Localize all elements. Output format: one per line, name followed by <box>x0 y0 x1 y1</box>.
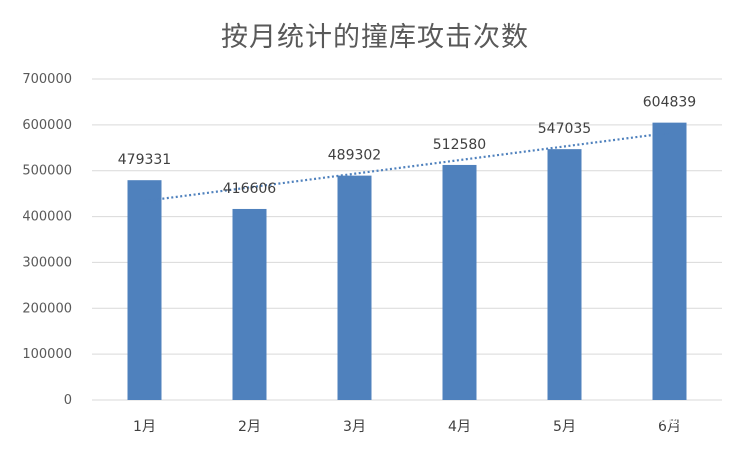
x-axis-ticks: 1月 2月 3月 4月 5月 6月 <box>133 419 681 435</box>
bar <box>652 122 687 400</box>
y-tick-label: 200000 <box>22 301 72 316</box>
bar <box>547 149 582 400</box>
trendline <box>144 131 670 203</box>
data-label: 547035 <box>538 121 591 137</box>
chart-title: 按月统计的撞库攻击次数 <box>221 22 529 53</box>
x-tick-label: 3月 <box>343 419 366 435</box>
bar <box>337 175 372 400</box>
bars <box>127 122 687 400</box>
gridlines <box>92 78 722 401</box>
y-axis-ticks: 0 100000 200000 300000 400000 500000 600000 700… <box>22 72 72 408</box>
data-label: 489302 <box>328 148 381 164</box>
y-tick-label: 0 <box>64 393 72 408</box>
y-tick-label: 300000 <box>22 255 72 270</box>
data-labels: 479331 416606 489302 512580 547035 604839 <box>118 95 696 197</box>
x-tick-label: 5月 <box>553 419 576 435</box>
trendline-layer <box>144 131 670 203</box>
watermark-text: 威胁猎人 <box>655 411 711 427</box>
bar <box>232 208 267 400</box>
y-tick-label: 700000 <box>22 72 72 87</box>
data-label: 479331 <box>118 152 171 168</box>
watermark: 威胁猎人 <box>630 408 711 432</box>
y-tick-label: 400000 <box>22 210 72 225</box>
bar <box>442 164 477 400</box>
x-tick-label: 2月 <box>238 419 261 435</box>
y-tick-label: 600000 <box>22 118 72 133</box>
bar <box>127 180 162 400</box>
x-tick-label: 4月 <box>448 419 471 435</box>
data-label: 416606 <box>223 181 277 197</box>
y-tick-label: 500000 <box>22 164 72 179</box>
data-label: 512580 <box>433 137 486 153</box>
wechat-icon <box>630 408 651 432</box>
y-tick-label: 100000 <box>22 347 72 362</box>
x-tick-label: 1月 <box>133 419 156 435</box>
data-label: 604839 <box>643 95 696 111</box>
x-tick-label: 6月 <box>658 419 681 435</box>
